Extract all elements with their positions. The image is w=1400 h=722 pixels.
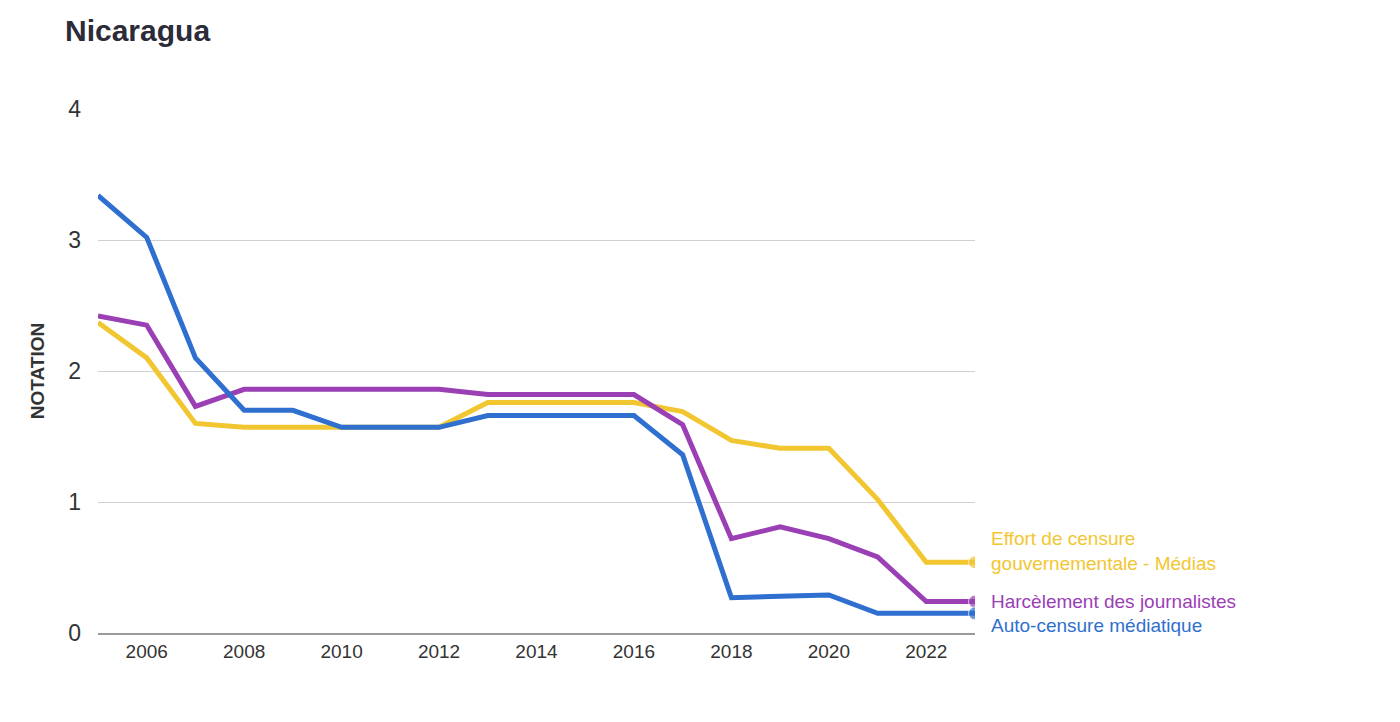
svg-text:NOTATION: NOTATION xyxy=(27,323,48,419)
svg-text:2018: 2018 xyxy=(710,641,752,662)
svg-text:2016: 2016 xyxy=(613,641,655,662)
svg-text:0: 0 xyxy=(68,620,81,646)
svg-text:2014: 2014 xyxy=(515,641,558,662)
svg-text:3: 3 xyxy=(68,227,81,253)
svg-text:2022: 2022 xyxy=(905,641,947,662)
svg-text:Effort de censuregouvernementa: Effort de censuregouvernementale - Média… xyxy=(991,528,1216,574)
svg-text:Harcèlement des journalistes: Harcèlement des journalistes xyxy=(991,591,1236,612)
svg-text:Auto-censure médiatique: Auto-censure médiatique xyxy=(991,615,1202,636)
svg-text:4: 4 xyxy=(68,96,81,122)
svg-text:2010: 2010 xyxy=(320,641,362,662)
svg-text:2020: 2020 xyxy=(808,641,850,662)
svg-text:1: 1 xyxy=(68,489,81,515)
svg-text:Nicaragua: Nicaragua xyxy=(65,14,210,47)
svg-text:2008: 2008 xyxy=(223,641,265,662)
svg-text:2006: 2006 xyxy=(126,641,168,662)
svg-text:2: 2 xyxy=(68,358,81,384)
svg-text:2012: 2012 xyxy=(418,641,460,662)
